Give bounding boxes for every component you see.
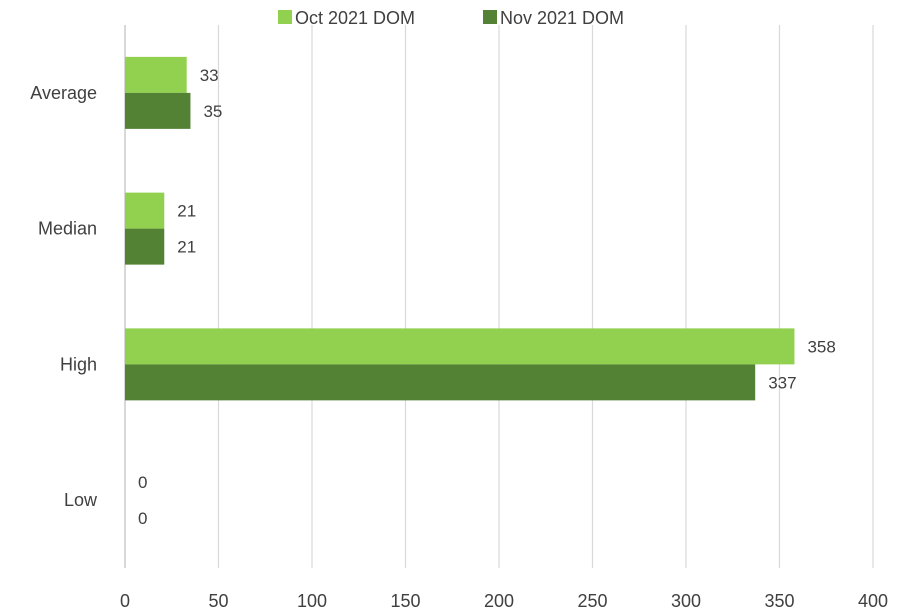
legend-label: Oct 2021 DOM bbox=[295, 8, 415, 28]
category-label: High bbox=[60, 354, 97, 374]
bars bbox=[125, 56, 795, 401]
data-label: 358 bbox=[807, 337, 835, 356]
x-tick-label: 150 bbox=[390, 591, 420, 611]
data-label: 337 bbox=[768, 373, 796, 392]
bar-oct bbox=[125, 56, 187, 93]
legend: Oct 2021 DOM Nov 2021 DOM bbox=[278, 8, 624, 28]
data-label: 21 bbox=[177, 238, 196, 257]
x-tick-label: 300 bbox=[671, 591, 701, 611]
x-tick-label: 350 bbox=[764, 591, 794, 611]
data-label: 35 bbox=[203, 102, 222, 121]
category-label: Average bbox=[30, 83, 97, 103]
bar-oct bbox=[125, 328, 795, 365]
bar-nov bbox=[125, 92, 191, 129]
data-labels: 33 35 21 21 358 337 0 0 bbox=[138, 66, 836, 528]
bar-nov bbox=[125, 364, 756, 401]
bar-nov bbox=[125, 228, 165, 265]
category-label: Median bbox=[38, 219, 97, 239]
x-tick-label: 200 bbox=[484, 591, 514, 611]
data-label: 0 bbox=[138, 509, 147, 528]
x-tick-label: 50 bbox=[208, 591, 228, 611]
bar-oct bbox=[125, 192, 165, 229]
x-tick-label: 250 bbox=[577, 591, 607, 611]
category-label: Low bbox=[64, 490, 98, 510]
data-label: 33 bbox=[200, 66, 219, 85]
x-tick-label: 400 bbox=[858, 591, 888, 611]
x-axis-tick-labels: 0 50 100 150 200 250 300 350 400 bbox=[120, 591, 888, 611]
x-tick-label: 100 bbox=[297, 591, 327, 611]
data-label: 0 bbox=[138, 473, 147, 492]
gridlines bbox=[124, 25, 874, 568]
category-labels: Average Median High Low bbox=[30, 83, 98, 510]
legend-swatch bbox=[278, 10, 292, 24]
data-label: 21 bbox=[177, 202, 196, 221]
legend-swatch bbox=[483, 10, 497, 24]
x-tick-label: 0 bbox=[120, 591, 130, 611]
legend-label: Nov 2021 DOM bbox=[500, 8, 624, 28]
